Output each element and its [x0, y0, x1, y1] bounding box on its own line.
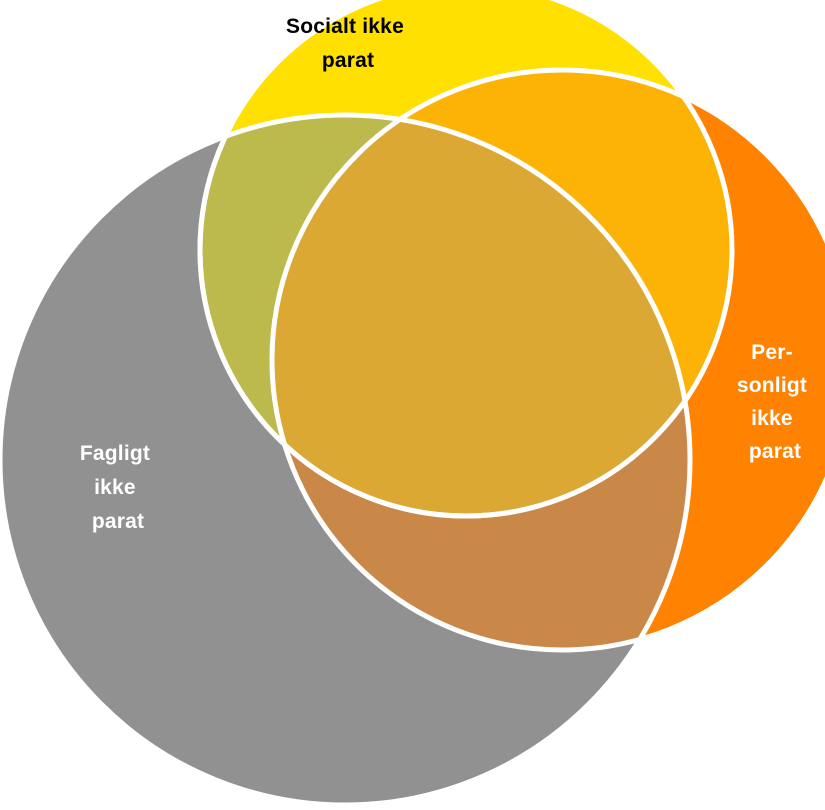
outline-personal: [269, 67, 825, 653]
outline-academic: [0, 112, 693, 808]
label-personal-line-2: sonligt: [737, 374, 807, 397]
outline-centre: [197, 115, 690, 519]
label-academic-line-2: ikke: [94, 476, 136, 499]
label-personal-line-1: Per-: [751, 341, 793, 364]
label-personal-line-3: ikke: [751, 407, 793, 430]
label-social-line-2: parat: [322, 49, 374, 72]
label-academic-line-3: parat: [92, 510, 144, 533]
label-academic-line-1: Fagligt: [80, 442, 150, 465]
overlap-all-three: [272, 115, 690, 516]
label-personal: Per- sonligt ikke parat: [737, 341, 813, 463]
label-social: Socialt ikke parat: [286, 15, 410, 72]
label-personal-line-4: parat: [749, 440, 801, 463]
label-academic: Fagligt ikke parat: [80, 442, 156, 533]
label-social-line-1: Socialt ikke: [286, 15, 404, 38]
